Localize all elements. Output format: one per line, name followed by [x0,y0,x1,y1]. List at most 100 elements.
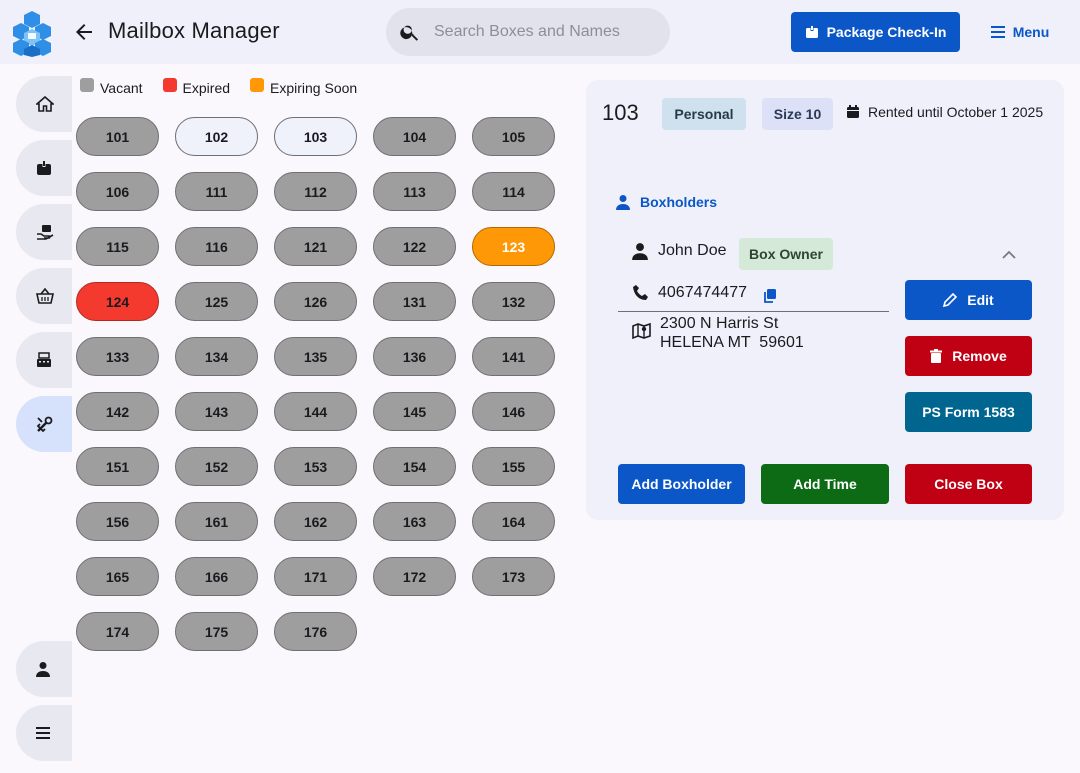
mailbox-141-button[interactable]: 141 [472,337,555,376]
search-bar[interactable] [386,8,670,56]
mailbox-175-button[interactable]: 175 [175,612,258,651]
legend-label: Expired [182,80,231,96]
legend-label: Expiring Soon [270,80,358,96]
menu-button[interactable]: Menu [980,12,1060,52]
rail-item-account[interactable] [16,641,72,697]
mailbox-144-button[interactable]: 144 [274,392,357,431]
home-icon [36,96,54,112]
mailbox-172-button[interactable]: 172 [373,557,456,596]
trash-icon [930,349,943,363]
mailbox-176-button[interactable]: 176 [274,612,357,651]
mailbox-171-button[interactable]: 171 [274,557,357,596]
holder-address: 2300 N Harris St HELENA MT 59601 [660,314,804,352]
mailbox-143-button[interactable]: 143 [175,392,258,431]
rail-item-register[interactable] [16,332,72,388]
mailbox-152-button[interactable]: 152 [175,447,258,486]
rail-item-more[interactable] [16,705,72,761]
mailbox-104-button[interactable]: 104 [373,117,456,156]
package-icon [805,26,818,38]
mailbox-173-button[interactable]: 173 [472,557,555,596]
rail-item-shop[interactable] [16,268,72,324]
search-input[interactable] [434,23,654,41]
add-time-button[interactable]: Add Time [761,464,889,504]
rail-item-home[interactable] [16,76,72,132]
mailbox-121-button[interactable]: 121 [274,227,357,266]
mailbox-101-button[interactable]: 101 [76,117,159,156]
mailbox-114-button[interactable]: 114 [472,172,555,211]
mailbox-146-button[interactable]: 146 [472,392,555,431]
package-check-in-button[interactable]: Package Check-In [791,12,960,52]
mailbox-163-button[interactable]: 163 [373,502,456,541]
mailbox-122-button[interactable]: 122 [373,227,456,266]
mailbox-112-button[interactable]: 112 [274,172,357,211]
mailbox-133-button[interactable]: 133 [76,337,159,376]
mailbox-142-button[interactable]: 142 [76,392,159,431]
rental-status: Rented until October 1 2025 [846,104,1043,120]
mailbox-153-button[interactable]: 153 [274,447,357,486]
top-app-bar: Mailbox Manager Package Check-In Menu [0,0,1080,64]
mailbox-134-button[interactable]: 134 [175,337,258,376]
status-legend: Vacant Expired Expiring Soon [80,78,358,96]
add-boxholder-button[interactable]: Add Boxholder [618,464,745,504]
hand-package-icon [37,225,54,240]
holder-phone-row: 4067474477 [632,284,747,302]
rail-item-packages[interactable] [16,140,72,196]
mailbox-124-button[interactable]: 124 [76,282,159,321]
mailbox-115-button[interactable]: 115 [76,227,159,266]
app-logo-icon [10,9,54,57]
rail-item-tools[interactable] [16,396,72,452]
mailbox-126-button[interactable]: 126 [274,282,357,321]
copy-icon[interactable] [762,288,778,304]
boxholders-label: Boxholders [640,194,718,210]
mailbox-103-button[interactable]: 103 [274,117,357,156]
mailbox-102-button[interactable]: 102 [175,117,258,156]
holder-name: John Doe [658,242,727,259]
close-box-button[interactable]: Close Box [905,464,1032,504]
user-icon [616,195,630,210]
mailbox-131-button[interactable]: 131 [373,282,456,321]
rail-item-deliveries[interactable] [16,204,72,260]
package-icon [37,161,51,175]
edit-holder-button[interactable]: Edit [905,280,1032,320]
menu-label: Menu [1012,24,1050,40]
holder-role-chip: Box Owner [739,238,833,270]
mailbox-116-button[interactable]: 116 [175,227,258,266]
mailbox-145-button[interactable]: 145 [373,392,456,431]
mailbox-135-button[interactable]: 135 [274,337,357,376]
mailbox-155-button[interactable]: 155 [472,447,555,486]
chevron-up-icon[interactable] [998,244,1020,264]
app-title: Mailbox Manager [108,18,280,43]
rented-until-text: Rented until October 1 2025 [868,104,1044,120]
mailbox-132-button[interactable]: 132 [472,282,555,321]
back-button[interactable] [66,14,102,50]
calendar-icon [847,105,859,118]
hamburger-icon [990,26,1005,38]
register-icon [37,352,51,367]
legend-item-expired: Expired [162,78,231,96]
ps-form-1583-button[interactable]: PS Form 1583 [905,392,1032,432]
mailbox-174-button[interactable]: 174 [76,612,159,651]
mailbox-111-button[interactable]: 111 [175,172,258,211]
mailbox-151-button[interactable]: 151 [76,447,159,486]
package-check-in-label: Package Check-In [826,24,947,40]
legend-item-expiring-soon: Expiring Soon [250,78,358,96]
mailbox-123-button[interactable]: 123 [472,227,555,266]
mailbox-125-button[interactable]: 125 [175,282,258,321]
basket-icon [36,288,54,304]
mailbox-105-button[interactable]: 105 [472,117,555,156]
legend-swatch [250,78,265,92]
mailbox-165-button[interactable]: 165 [76,557,159,596]
mailbox-113-button[interactable]: 113 [373,172,456,211]
mailbox-166-button[interactable]: 166 [175,557,258,596]
legend-label: Vacant [100,80,143,96]
user-icon [632,243,648,260]
holder-address-row: 2300 N Harris St HELENA MT 59601 [632,314,804,352]
mailbox-164-button[interactable]: 164 [472,502,555,541]
mailbox-161-button[interactable]: 161 [175,502,258,541]
mailbox-106-button[interactable]: 106 [76,172,159,211]
mailbox-154-button[interactable]: 154 [373,447,456,486]
mailbox-162-button[interactable]: 162 [274,502,357,541]
mailbox-136-button[interactable]: 136 [373,337,456,376]
mailbox-156-button[interactable]: 156 [76,502,159,541]
remove-holder-button[interactable]: Remove [905,336,1032,376]
